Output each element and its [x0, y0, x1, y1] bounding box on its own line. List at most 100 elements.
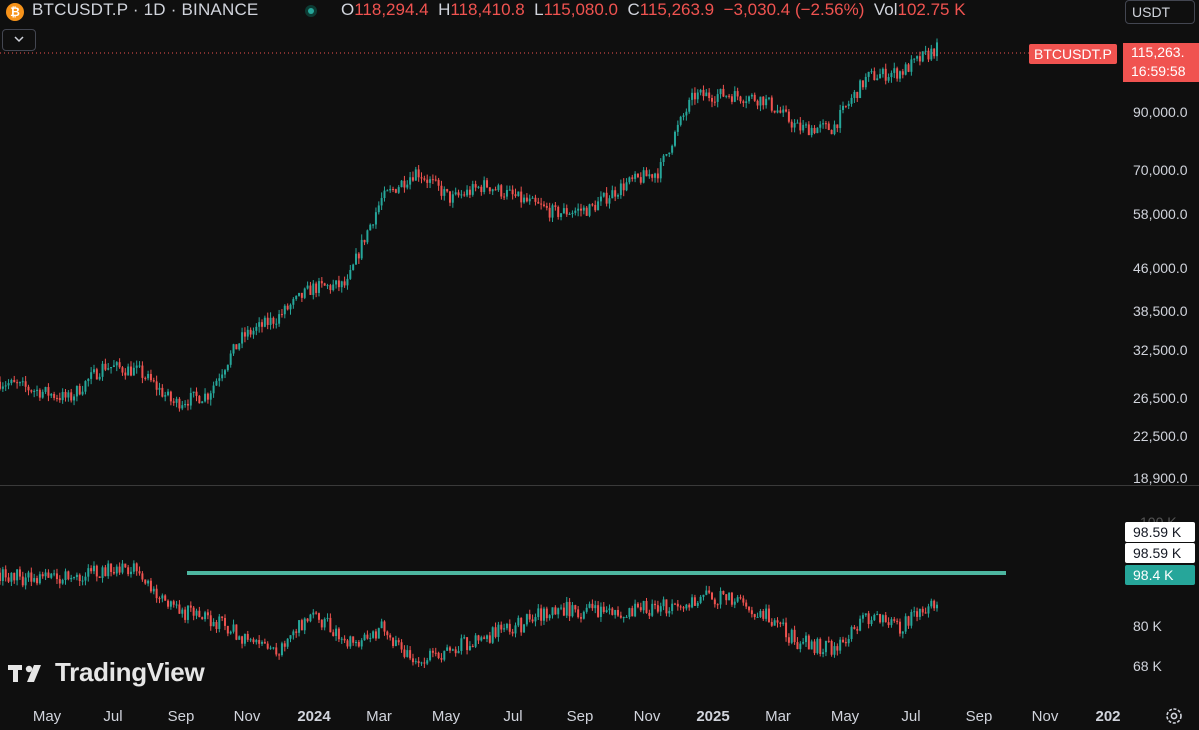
gear-icon[interactable] — [1164, 706, 1184, 726]
volume-candle — [930, 600, 933, 607]
price-candle — [463, 194, 466, 196]
volume-candle — [901, 631, 904, 634]
volume-candle — [184, 609, 187, 620]
pane-divider[interactable] — [0, 485, 1199, 486]
price-candle — [152, 380, 155, 382]
price-candle — [936, 42, 938, 57]
volume-value: 102.75 K — [897, 0, 966, 19]
volume-candle — [178, 604, 181, 614]
market-status-icon[interactable] — [305, 5, 317, 17]
volume-candle — [571, 605, 574, 617]
volume-candle — [195, 610, 198, 616]
volume-candle — [676, 603, 679, 607]
symbol-title[interactable]: BTCUSDT.P · 1D · BINANCE — [32, 0, 259, 19]
volume-candle — [654, 603, 657, 606]
price-candle — [918, 56, 921, 62]
price-candle — [702, 89, 705, 97]
volume-candle — [147, 580, 150, 584]
volume-tag-mid: 98.59 K — [1125, 543, 1195, 563]
price-candle — [520, 191, 523, 203]
chart-canvas[interactable] — [0, 0, 1120, 700]
price-candle — [306, 285, 309, 289]
ohlc-close-value: 115,263.9 — [639, 0, 715, 19]
volume-candle — [927, 606, 930, 614]
time-axis-label: Nov — [233, 708, 261, 725]
price-candle — [7, 383, 10, 386]
volume-candle — [454, 649, 457, 654]
price-candle — [511, 189, 514, 195]
volume-candle — [531, 619, 534, 622]
price-scale-label: 22,500.0 — [1133, 428, 1188, 444]
price-candle — [394, 189, 397, 193]
volume-candle — [16, 569, 19, 581]
price-candle — [602, 192, 605, 197]
price-scale-label: 70,000.0 — [1133, 162, 1188, 178]
volume-tag-last: 98.4 K — [1125, 565, 1195, 585]
price-candle — [434, 179, 437, 181]
volume-candle — [115, 566, 118, 574]
volume-candle — [87, 568, 90, 577]
price-candle — [594, 204, 597, 211]
price-candle — [636, 173, 639, 178]
ohlc-high-key: H — [438, 0, 451, 19]
volume-candle — [53, 573, 56, 575]
time-axis-label: 2025 — [696, 708, 730, 725]
price-candle — [930, 48, 933, 60]
ohlc-high-value: 118,410.8 — [450, 0, 525, 19]
volume-candle — [369, 637, 372, 639]
price-candle — [218, 378, 221, 381]
volume-candle — [773, 620, 776, 626]
volume-candle — [753, 614, 756, 618]
volume-candle — [767, 608, 770, 623]
volume-candle — [315, 612, 318, 614]
volume-candle — [651, 603, 654, 616]
price-candle — [836, 124, 839, 129]
collapse-legend-button[interactable] — [2, 29, 36, 51]
ohlc-open-value: 118,294.4 — [354, 0, 429, 19]
volume-candle — [671, 603, 674, 611]
volume-candle — [329, 617, 332, 633]
price-candle — [235, 344, 238, 350]
price-candle — [745, 101, 748, 103]
volume-candle — [742, 598, 745, 603]
price-candle — [75, 385, 78, 397]
price-candle — [608, 198, 611, 204]
price-candle — [101, 363, 104, 377]
volume-candle — [84, 576, 87, 581]
volume-candle — [830, 641, 833, 655]
volume-candle — [491, 627, 494, 643]
volume-candle — [705, 590, 708, 595]
price-candle — [175, 398, 178, 403]
currency-selector[interactable]: USDT — [1125, 0, 1195, 24]
time-axis-label: Jul — [103, 708, 123, 725]
volume-candle — [933, 600, 936, 609]
volume-candle — [229, 631, 232, 634]
volume-candle — [263, 641, 266, 644]
price-candle — [232, 344, 235, 354]
volume-candle — [668, 610, 671, 614]
time-axis-label: Nov — [633, 708, 661, 725]
volume-candle — [349, 636, 352, 647]
price-candle — [571, 212, 574, 214]
price-candle — [599, 196, 602, 202]
volume-candle — [363, 634, 366, 641]
volume-candle — [486, 635, 489, 639]
price-candle — [369, 224, 372, 231]
price-candle — [767, 97, 770, 99]
price-candle — [184, 403, 187, 406]
price-candle — [619, 183, 622, 196]
volume-scale-label: 68 K — [1133, 658, 1162, 674]
volume-candle — [24, 577, 27, 586]
price-candle — [4, 385, 7, 387]
volume-candle — [283, 643, 286, 647]
volume-candle — [881, 615, 884, 623]
price-candle — [804, 124, 807, 126]
volume-candle — [617, 609, 620, 616]
price-candle — [904, 64, 907, 75]
volume-candle — [226, 625, 229, 634]
volume-candle — [275, 647, 278, 655]
price-candle — [164, 395, 167, 397]
price-candle — [873, 71, 876, 81]
price-candle — [508, 189, 511, 191]
volume-candle — [642, 600, 645, 611]
